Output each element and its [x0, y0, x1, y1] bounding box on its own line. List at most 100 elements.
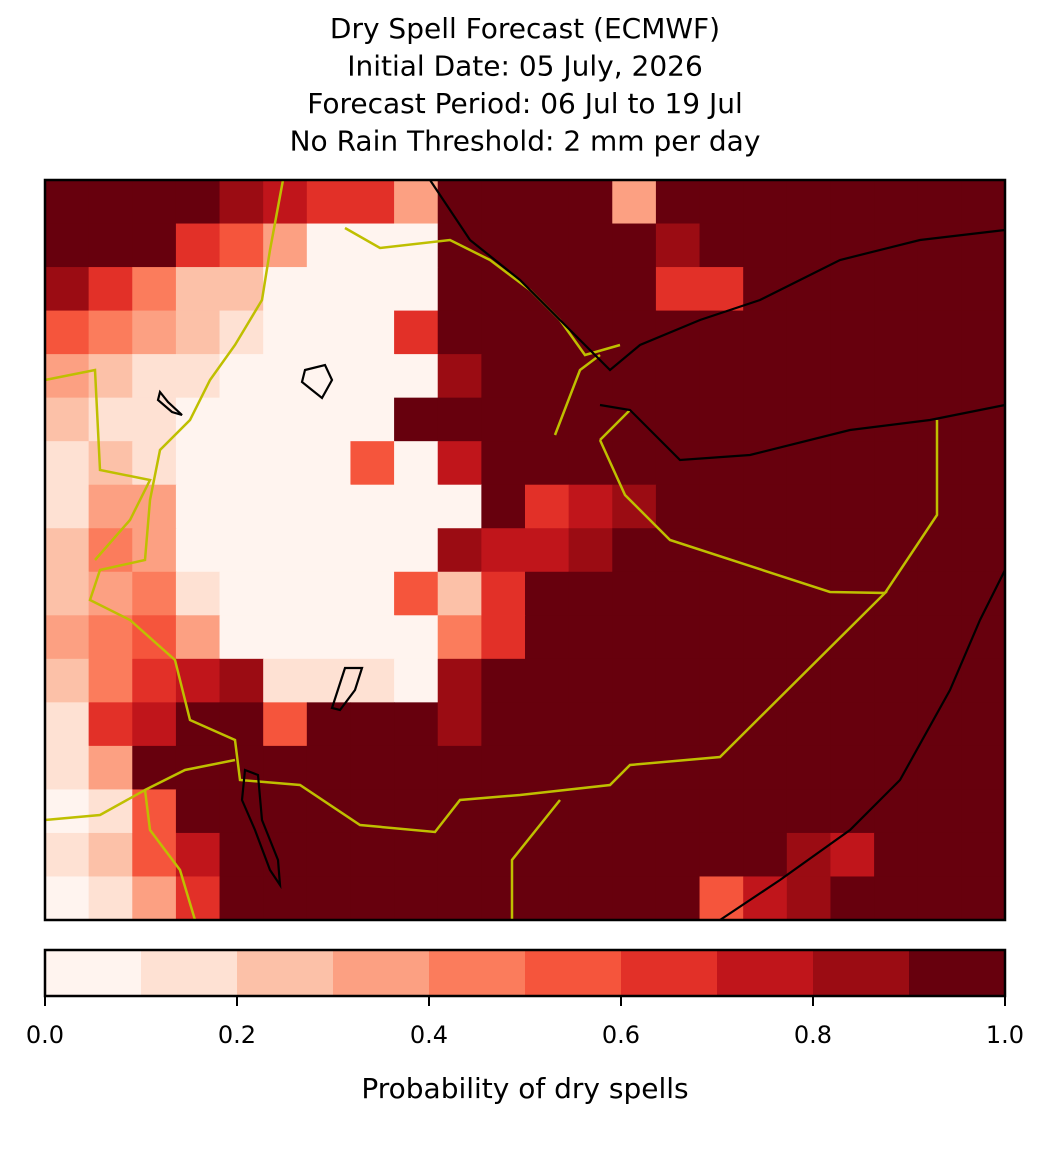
grid-cell: [525, 745, 570, 791]
grid-cell: [525, 615, 570, 660]
grid-cell: [612, 310, 657, 355]
grid-cell: [350, 876, 395, 921]
grid-cell: [786, 441, 832, 486]
grid-cell: [481, 397, 526, 442]
grid-cell: [394, 702, 439, 747]
grid-cell: [350, 354, 395, 399]
grid-cell: [45, 745, 90, 791]
grid-cell: [306, 180, 352, 225]
grid-cell: [394, 745, 439, 791]
grid-cell: [743, 876, 788, 921]
grid-cell: [874, 180, 919, 225]
grid-cell: [612, 658, 657, 703]
grid-cell: [917, 789, 962, 834]
colorbar-tick-label: 0.0: [26, 1021, 64, 1049]
grid-cell: [917, 354, 962, 399]
country-border: [344, 226, 621, 357]
grid-cell: [45, 702, 90, 747]
grid-cell: [263, 310, 308, 355]
grid-cell: [45, 789, 90, 834]
grid-cell: [481, 180, 526, 225]
grid-cell: [917, 484, 962, 529]
grid-cell: [917, 832, 962, 878]
grid-cell: [874, 484, 919, 529]
grid-cell: [437, 484, 482, 529]
grid-cell: [786, 354, 832, 399]
grid-cell: [306, 223, 352, 268]
grid-cell: [525, 354, 570, 399]
grid-cell: [655, 267, 701, 312]
grid-cell: [917, 528, 962, 573]
grid-cell: [743, 615, 788, 660]
grid-cell: [45, 267, 90, 312]
grid-cell: [655, 658, 701, 703]
grid-cell: [45, 310, 90, 355]
grid-cell: [568, 441, 613, 486]
grid-cell: [917, 223, 962, 268]
grid-cell: [306, 267, 352, 312]
grid-cell: [481, 267, 526, 312]
grid-cell: [45, 571, 90, 616]
grid-cell: [786, 615, 832, 660]
colorbar-tick-label: 0.8: [794, 1021, 832, 1049]
grid-cell: [961, 397, 1006, 442]
grid-cell: [481, 876, 526, 921]
grid-cell: [655, 876, 701, 921]
grid-cell: [481, 745, 526, 791]
grid-cell: [612, 528, 657, 573]
coastline: [599, 403, 1006, 462]
grid-cell: [306, 528, 352, 573]
lake: [240, 768, 282, 890]
grid-cell: [481, 354, 526, 399]
grid-cell: [699, 267, 744, 312]
grid-cell: [219, 354, 264, 399]
colorbar-swatch: [333, 950, 429, 996]
grid-cell: [350, 702, 395, 747]
grid-cell: [45, 180, 90, 225]
country-border: [553, 354, 631, 441]
grid-cell: [132, 180, 177, 225]
grid-cell: [175, 310, 221, 355]
grid-cell: [132, 397, 177, 442]
grid-cell: [699, 180, 744, 225]
grid-cell: [961, 658, 1006, 703]
grid-cell: [874, 528, 919, 573]
colorbar-swatch: [621, 950, 717, 996]
grid-cell: [88, 310, 133, 355]
grid-cell: [394, 267, 439, 312]
grid-cell: [917, 310, 962, 355]
grid-cell: [175, 180, 221, 225]
grid-cell: [612, 354, 657, 399]
colorbar-tick-label: 0.6: [602, 1021, 640, 1049]
grid-cell: [525, 223, 570, 268]
grid-cell: [874, 441, 919, 486]
grid-cell: [263, 789, 308, 834]
grid-cell: [306, 745, 352, 791]
grid-cell: [219, 658, 264, 703]
grid-cell: [481, 484, 526, 529]
grid-cell: [88, 528, 133, 573]
grid-cell: [568, 571, 613, 616]
grid-cell: [437, 876, 482, 921]
grid-cell: [88, 615, 133, 660]
grid-cell: [481, 658, 526, 703]
grid-cell: [525, 484, 570, 529]
grid-cell: [437, 832, 482, 878]
colorbar-swatch: [813, 950, 909, 996]
grid-cell: [699, 615, 744, 660]
country-border: [44, 368, 152, 561]
grid-cell: [132, 702, 177, 747]
grid-cell: [743, 310, 788, 355]
grid-cell: [525, 310, 570, 355]
grid-cell: [961, 180, 1006, 225]
grid-cell: [525, 397, 570, 442]
grid-cell: [45, 441, 90, 486]
grid-cell: [961, 702, 1006, 747]
grid-cell: [525, 702, 570, 747]
grid-cell: [961, 310, 1006, 355]
grid-cell: [219, 441, 264, 486]
grid-cell: [830, 876, 875, 921]
grid-cell: [219, 484, 264, 529]
colorbar-label: Probability of dry spells: [361, 1072, 688, 1105]
grid-cell: [786, 745, 832, 791]
